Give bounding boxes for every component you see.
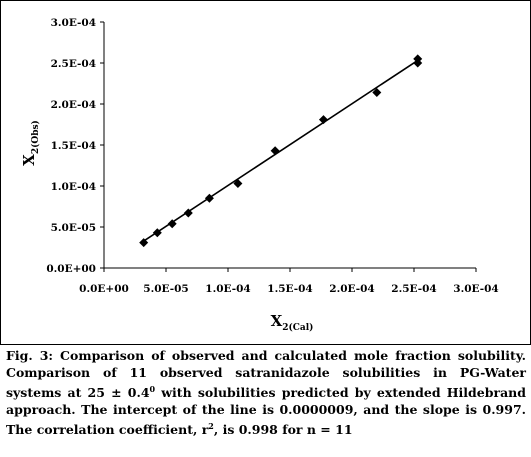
x-tick-label: 2.0E-04 bbox=[329, 283, 374, 295]
data-point-marker bbox=[270, 146, 280, 156]
caption-text-middle: with solubilities predicted by extended … bbox=[6, 385, 526, 438]
x-tick-label: 2.5E-04 bbox=[391, 283, 436, 295]
y-tick-label: 0.0E+00 bbox=[46, 263, 96, 275]
y-tick-label: 2.5E-04 bbox=[51, 58, 96, 70]
caption-text: Comparison of 11 observed satranidazole … bbox=[6, 365, 526, 401]
data-point-marker bbox=[318, 115, 328, 125]
caption-title: Comparison of observed and calculated mo… bbox=[53, 348, 526, 363]
figure-caption: Fig. 3: Comparison of observed and calcu… bbox=[6, 347, 526, 438]
x-tick-label: 5.0E-05 bbox=[143, 283, 188, 295]
x-tick-label: 1.5E-04 bbox=[267, 283, 312, 295]
data-point-marker bbox=[183, 208, 193, 218]
data-point-marker bbox=[167, 219, 177, 229]
caption-fig-label: Fig. 3: bbox=[6, 348, 54, 363]
y-tick-label: 3.0E-04 bbox=[51, 17, 96, 29]
x-axis-label: X2(Cal) bbox=[271, 312, 314, 333]
data-points bbox=[139, 54, 423, 248]
data-point-marker bbox=[139, 238, 149, 248]
caption-r2-sup: 2 bbox=[208, 421, 214, 432]
axes bbox=[100, 21, 477, 272]
x-tick-label: 1.0E-04 bbox=[205, 283, 250, 295]
y-axis-label: X2(Obs) bbox=[20, 120, 41, 166]
scatter-chart: 0.0E+00 5.0E-05 1.0E-04 1.5E-04 2.0E-04 2.5E-… bbox=[20, 17, 499, 333]
data-point-marker bbox=[152, 228, 162, 238]
data-point-marker bbox=[372, 88, 382, 98]
x-tick-label: 0.0E+00 bbox=[79, 283, 129, 295]
y-tick-label: 1.5E-04 bbox=[51, 140, 96, 152]
tick-labels: 0.0E+00 5.0E-05 1.0E-04 1.5E-04 2.0E-04 2.5E-… bbox=[46, 17, 498, 295]
y-tick-label: 2.0E-04 bbox=[51, 99, 96, 111]
data-point-marker bbox=[413, 54, 423, 64]
data-point-marker bbox=[233, 179, 243, 189]
x-tick-label: 3.0E-04 bbox=[453, 283, 498, 295]
data-point-marker bbox=[204, 193, 214, 203]
y-tick-label: 1.0E-04 bbox=[51, 181, 96, 193]
y-tick-label: 5.0E-05 bbox=[51, 222, 96, 234]
caption-degree-sup: 0 bbox=[149, 384, 156, 394]
caption-text-end: , is 0.998 for n = 11 bbox=[213, 422, 353, 438]
